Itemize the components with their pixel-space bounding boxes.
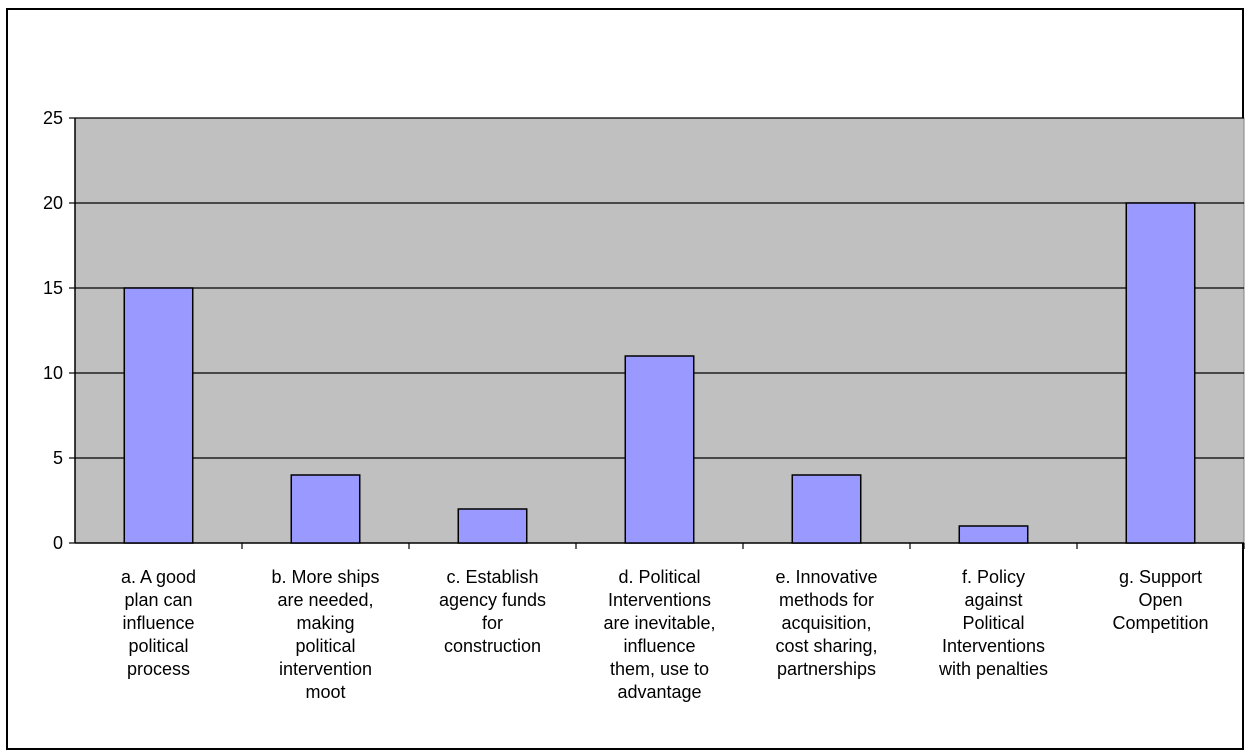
bar [958,525,1029,544]
x-tick-label: e. Innovative methods for acquisition, cost… [775,567,877,679]
y-tick-label: 10 [43,363,63,383]
x-tick-label: f. Policy against Political Interventions wi… [938,567,1048,679]
y-tick-label: 0 [53,533,63,553]
bar [1125,202,1196,544]
y-tick-label: 15 [43,278,63,298]
bar [290,474,361,544]
bar [457,508,528,544]
y-tick-label: 25 [43,108,63,128]
x-tick-label: g. Support Open Competition [1112,567,1208,633]
bar [624,355,695,544]
bar [123,287,194,544]
y-tick-label: 20 [43,193,63,213]
x-tick-label: b. More ships are needed, making political i… [271,567,379,702]
y-tick-label: 5 [53,448,63,468]
bar [791,474,862,544]
x-tick-label: a. A good plan can influence political proce… [121,567,196,679]
x-tick-label: c. Establish agency funds for construction [439,567,546,656]
x-tick-label: d. Political Interventions are inevitable,… [603,567,715,702]
